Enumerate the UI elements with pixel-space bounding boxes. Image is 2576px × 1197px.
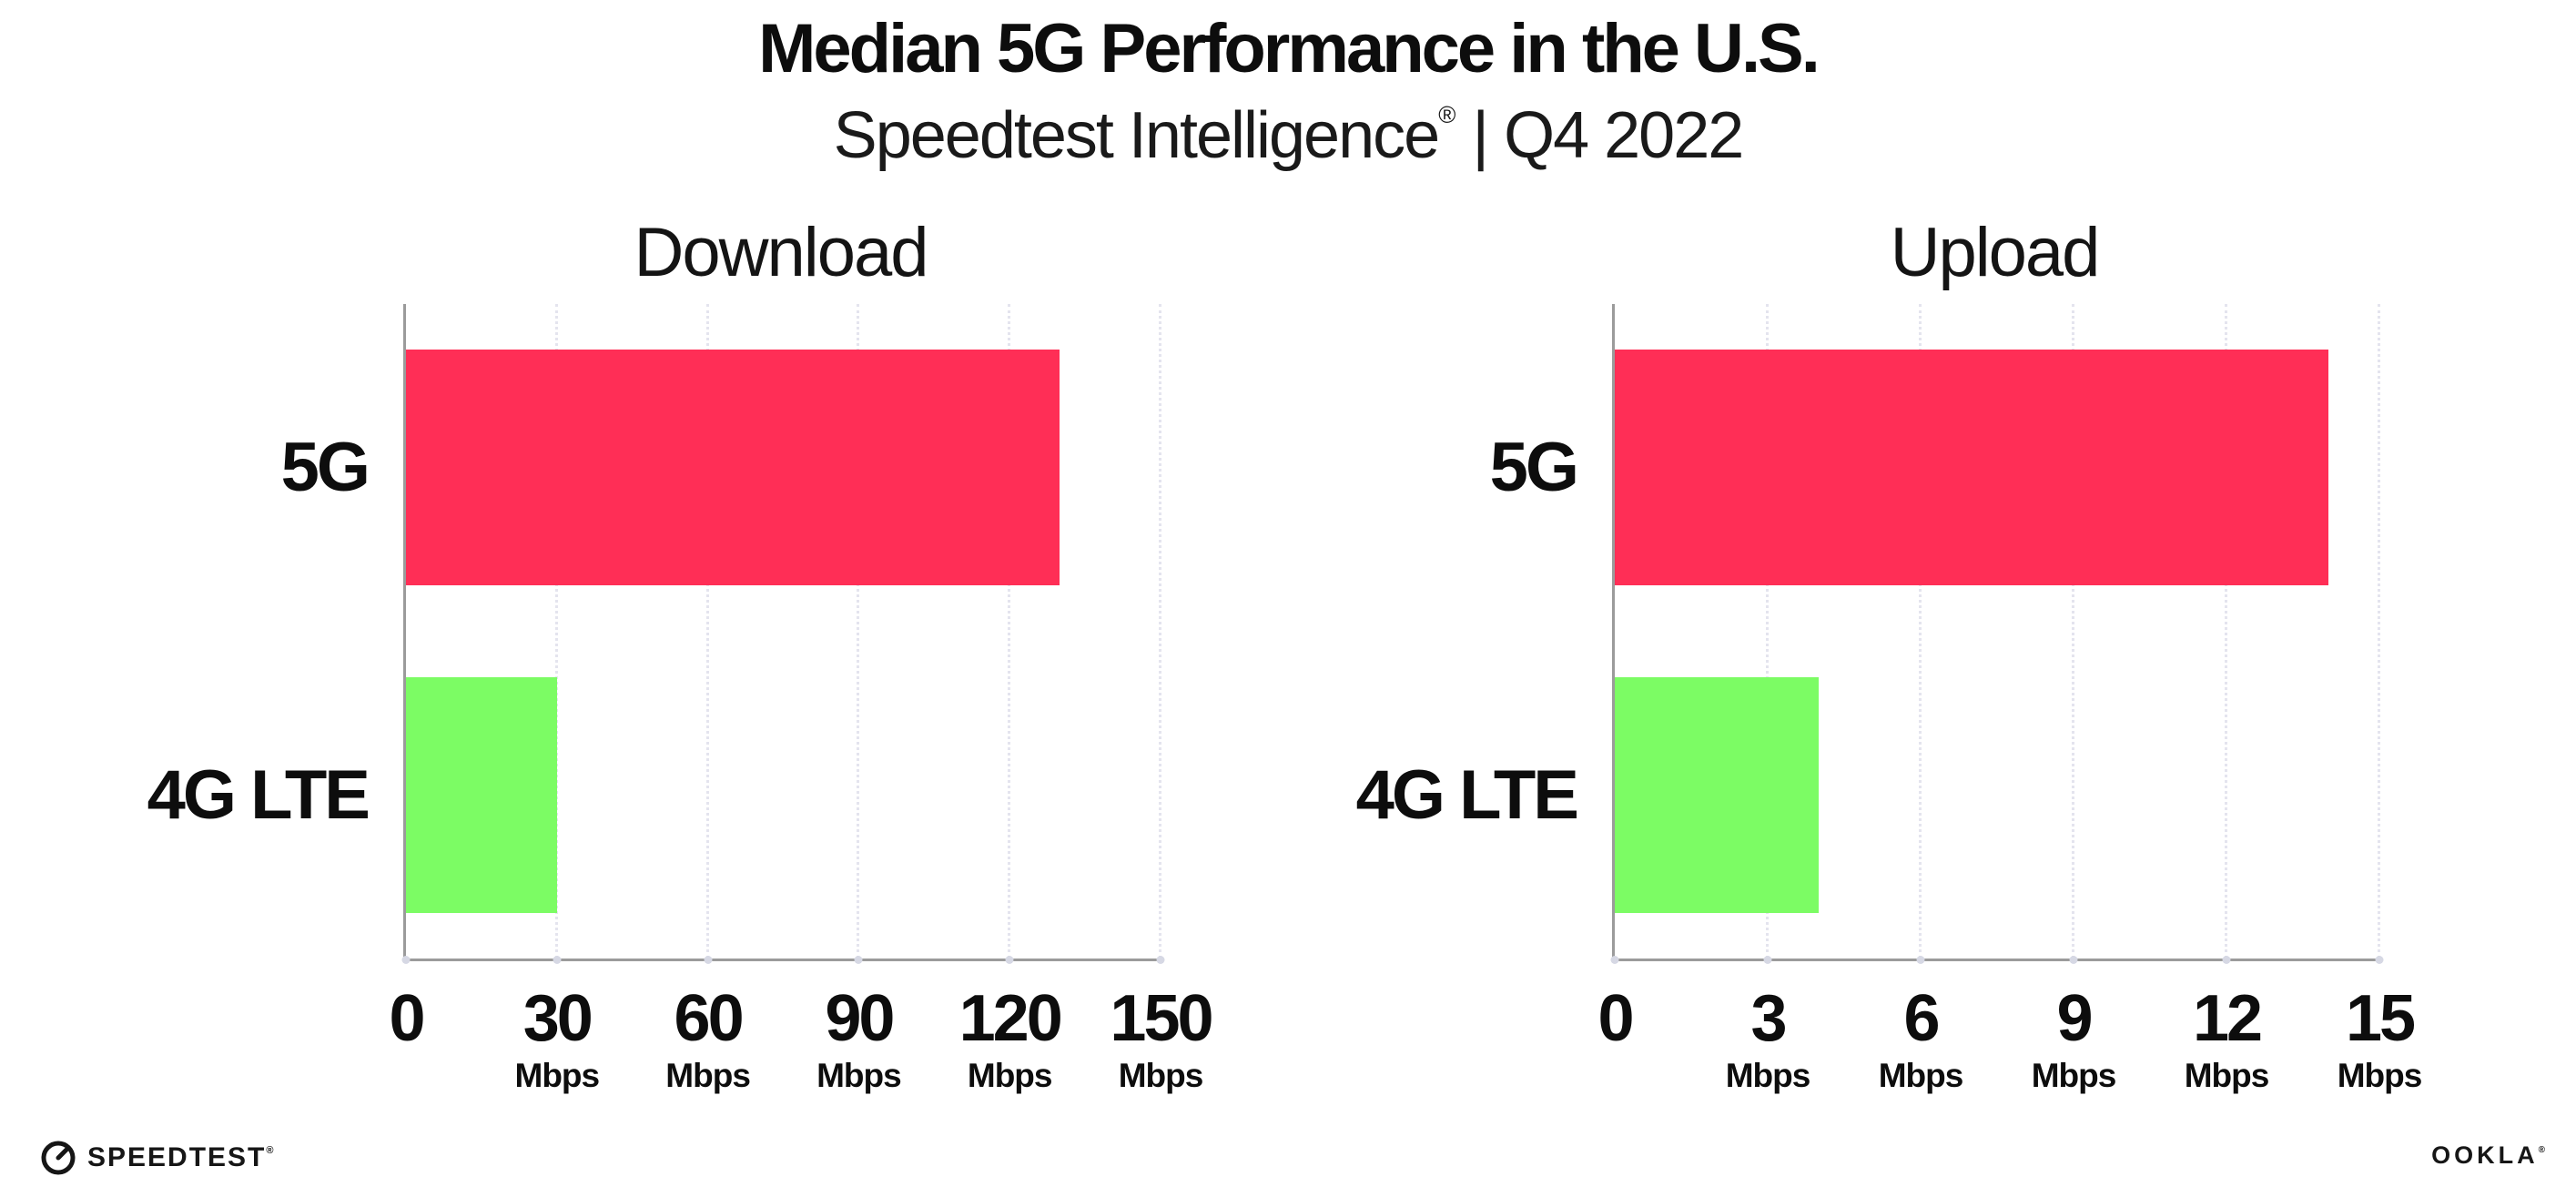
tick-dot xyxy=(1763,956,1772,964)
tick-dot xyxy=(2222,956,2231,964)
x-tick-label: 90 Mbps xyxy=(816,982,902,1094)
x-tick-unit: Mbps xyxy=(1878,1057,1964,1094)
gridline xyxy=(857,304,860,959)
x-tick-unit: Mbps xyxy=(514,1057,600,1094)
tick-dot xyxy=(1005,956,1014,964)
x-tick-label: 6 Mbps xyxy=(1878,982,1964,1094)
x-tick-label: 30 Mbps xyxy=(514,982,600,1094)
x-tick-label: 150 Mbps xyxy=(1110,982,1213,1094)
bar-5g xyxy=(406,350,1060,585)
x-tick-label: 120 Mbps xyxy=(958,982,1063,1094)
download-plot-area: 0 30 Mbps 60 Mbps 90 Mbps 120 Mbps 150 Mbps 5G 4G LT… xyxy=(147,304,1214,1092)
gridline xyxy=(1766,304,1769,959)
tick-dot xyxy=(1610,956,1619,964)
x-tick-unit: Mbps xyxy=(1118,1057,1204,1094)
x-tick-unit: Mbps xyxy=(816,1057,902,1094)
x-tick-label: 12 Mbps xyxy=(2184,982,2270,1094)
x-tick-unit: Mbps xyxy=(665,1057,751,1094)
category-label-5g: 5G xyxy=(280,429,370,506)
x-tick-number: 150 xyxy=(1110,982,1213,1055)
gridline xyxy=(2378,304,2380,959)
x-tick-number: 15 xyxy=(2345,982,2416,1055)
x-tick-number: 60 xyxy=(674,982,745,1055)
bar-4g-lte xyxy=(406,677,557,913)
x-tick-number: 90 xyxy=(825,982,895,1055)
subtitle-quarter: | Q4 2022 xyxy=(1472,99,1744,172)
tick-dot xyxy=(2069,956,2078,964)
x-tick-number: 12 xyxy=(2192,982,2263,1055)
x-tick-label: 60 Mbps xyxy=(665,982,751,1094)
x-tick-number: 0 xyxy=(1597,982,1634,1055)
gridline xyxy=(2225,304,2227,959)
upload-chart-panel: Upload 0 3 Mbps 6 Mbps 9 Mbps 12 Mbps 15 Mbps 5G 4G … xyxy=(1356,218,2423,1093)
ookla-logo-text: OOKLA xyxy=(2431,1141,2539,1169)
tick-dot xyxy=(553,956,562,964)
x-tick-number: 9 xyxy=(2056,982,2093,1055)
tick-dot xyxy=(1156,956,1165,964)
download-chart-title: Download xyxy=(634,214,929,291)
x-tick-label: 15 Mbps xyxy=(2337,982,2423,1094)
tick-dot xyxy=(704,956,713,964)
upload-chart-title: Upload xyxy=(1890,214,2101,291)
tick-dot xyxy=(854,956,863,964)
category-label-5g: 5G xyxy=(1489,429,1579,506)
x-tick-label: 0 xyxy=(389,982,425,1055)
tick-dot xyxy=(1916,956,1925,964)
x-tick-unit: Mbps xyxy=(2031,1057,2117,1094)
gridline xyxy=(1919,304,1922,959)
speedtest-gauge-icon xyxy=(41,1141,76,1175)
x-tick-number: 120 xyxy=(958,982,1063,1055)
gridline xyxy=(554,304,558,959)
ookla-logo: OOKLA® xyxy=(2431,1143,2545,1168)
registered-mark-icon: ® xyxy=(1438,101,1456,128)
x-tick-unit: Mbps xyxy=(2184,1057,2270,1094)
tick-dot xyxy=(2375,956,2384,964)
category-label-4g-lte: 4G LTE xyxy=(1355,756,1579,834)
gridline xyxy=(2072,304,2074,959)
gridline xyxy=(1159,304,1161,959)
upload-plot-area: 0 3 Mbps 6 Mbps 9 Mbps 12 Mbps 15 Mbps 5G 4G LTE xyxy=(1356,304,2422,1092)
x-tick-number: 30 xyxy=(522,982,593,1055)
x-tick-label: 0 xyxy=(1597,982,1634,1055)
gridline xyxy=(705,304,709,959)
x-tick-unit: Mbps xyxy=(1725,1057,1811,1094)
registered-mark-icon: ® xyxy=(2538,1145,2545,1155)
gridline xyxy=(1008,304,1011,959)
x-tick-label: 3 Mbps xyxy=(1725,982,1811,1094)
page-subtitle: Speedtest Intelligence® | Q4 2022 xyxy=(0,99,2576,172)
category-label-4g-lte: 4G LTE xyxy=(147,756,370,834)
bar-4g-lte xyxy=(1615,677,1819,913)
x-tick-number: 0 xyxy=(389,982,425,1055)
x-tick-label: 9 Mbps xyxy=(2031,982,2117,1094)
speedtest-logo-text: SPEEDTEST® xyxy=(87,1142,274,1172)
subtitle-brand: Speedtest Intelligence xyxy=(833,99,1441,172)
x-tick-unit: Mbps xyxy=(967,1057,1053,1094)
x-tick-number: 3 xyxy=(1750,982,1787,1055)
x-tick-number: 6 xyxy=(1903,982,1940,1055)
page-title: Median 5G Performance in the U.S. xyxy=(758,10,1820,87)
bar-5g xyxy=(1615,350,2328,585)
x-tick-unit: Mbps xyxy=(2337,1057,2423,1094)
tick-dot xyxy=(401,956,411,964)
download-chart-panel: Download 0 30 Mbps 60 Mbps 90 Mbps 120 Mbps 150 Mb… xyxy=(147,218,1214,1093)
registered-mark-icon: ® xyxy=(266,1145,274,1156)
speedtest-logo: SPEEDTEST® xyxy=(38,1138,273,1178)
